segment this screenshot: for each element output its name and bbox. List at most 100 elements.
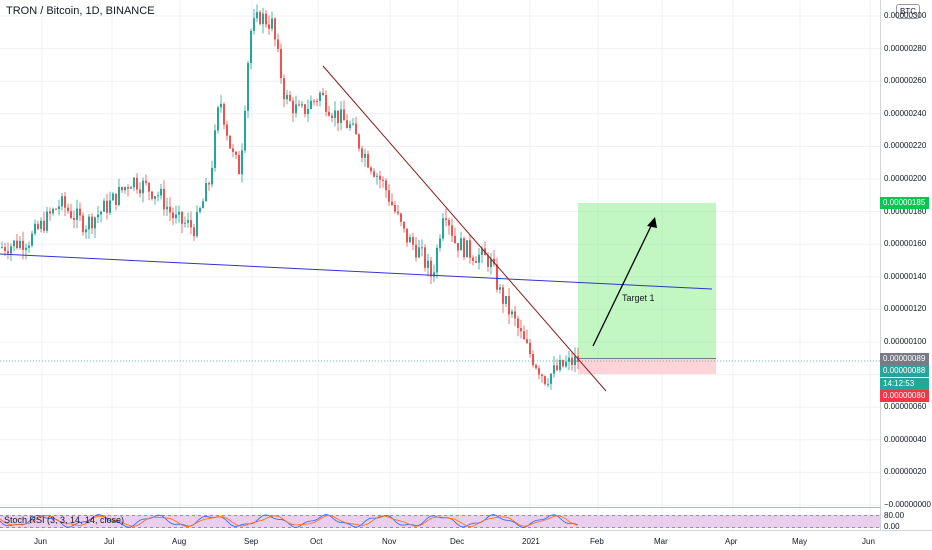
candle-body [412,237,414,245]
stoch-axis-top: 80.00 [884,511,905,520]
candle-body [322,92,324,96]
target-zone[interactable] [578,203,716,358]
candle-body [571,357,573,366]
candle-body [232,148,234,152]
candle-body [4,247,6,252]
candle-body [316,100,318,102]
candle-body [241,150,243,175]
candle-body [403,221,405,229]
symbol-header[interactable]: TRON / Bitcoin, 1D, BINANCE [6,5,155,17]
candle-body [523,331,525,340]
candle-body [541,374,543,377]
candle-body [283,78,285,100]
time-tick-label: Jun [862,537,875,546]
candle-body [109,200,111,213]
candle-body [463,238,465,258]
target-price-badge: 0.00000185 [880,197,929,209]
candle-body [91,216,93,229]
target-arrow[interactable] [592,217,657,347]
candle-body [520,328,522,332]
candle-body [373,171,375,177]
candle-body [460,238,462,251]
candle-body [385,180,387,191]
candle-body [538,368,540,375]
candle-body [295,104,297,114]
candle-body [343,109,345,121]
candle-body [79,208,81,216]
candle-body [22,240,24,251]
support-trendline[interactable] [0,253,713,290]
candle-body [352,123,354,125]
candle-body [115,193,117,205]
candle-body [457,242,459,251]
candle-body [202,201,204,209]
price-tick-label: 0.00000240 [884,108,927,118]
candle-body [253,18,255,31]
candle-body [466,240,468,258]
candle-body [112,193,114,201]
candle-body [97,214,99,218]
candle-body [280,48,282,79]
candle-body [517,318,519,329]
candle-body [331,115,333,118]
candle-body [127,187,129,189]
candle-body [454,235,456,243]
candle-body [436,247,438,273]
stoch-d-line [0,515,579,527]
stop-price-badge: 0.00000080 [880,390,929,402]
stoch-axis-bottom: 0.00 [884,522,900,531]
candle-body [247,63,249,111]
candle-body [226,124,228,136]
candle-body [37,223,39,229]
stop-zone[interactable] [578,359,716,374]
time-tick-label: Mar [654,537,668,546]
candle-body [337,110,339,123]
candle-body [1,247,3,249]
candle-body [310,100,312,109]
candle-body [244,110,246,151]
last-price-badge: 0.00000089 [880,353,929,365]
indicator-label[interactable]: Stoch RSI (3, 3, 14, 14, close) [4,515,125,525]
candle-body [229,135,231,149]
candle-body [61,196,63,207]
candle-body [136,177,138,190]
time-tick-label: Oct [310,537,323,546]
price-tick-label: 0.00000200 [884,174,927,183]
time-tick-label: Nov [382,537,397,546]
candle-body [145,180,147,183]
candle-body [532,354,534,366]
candle-body [487,255,489,267]
candle-body [208,183,210,185]
candle-body [424,247,426,268]
candle-body [142,180,144,194]
candle-body [376,175,378,177]
candle-body [433,272,435,277]
candle-body [124,187,126,191]
target-label[interactable]: Target 1 [622,293,655,303]
candle-body [430,260,432,277]
candle-body [505,296,507,304]
time-tick-label: 2021 [522,537,540,546]
price-tick-label: 0.00000120 [884,304,927,314]
resistance-trendline[interactable] [322,65,607,392]
candle-body [133,177,135,188]
candle-body [55,208,57,210]
candle-body [100,211,102,215]
candle-body [319,92,321,101]
candle-body [292,100,294,114]
price-tick-label: 0.00000020 [884,467,927,477]
candle-body [139,189,141,194]
candle-body [274,18,276,40]
candle-body [103,200,105,212]
candle-body [94,217,96,229]
candle-body [43,220,45,231]
price-tick-label: 0.00000040 [884,434,927,444]
candle-body [415,244,417,258]
candle-body [475,261,477,263]
candle-body [256,12,258,19]
candle-body [259,12,261,25]
candle-body [64,196,66,208]
currency-chip[interactable]: BTC [896,4,920,19]
candle-body [181,211,183,224]
